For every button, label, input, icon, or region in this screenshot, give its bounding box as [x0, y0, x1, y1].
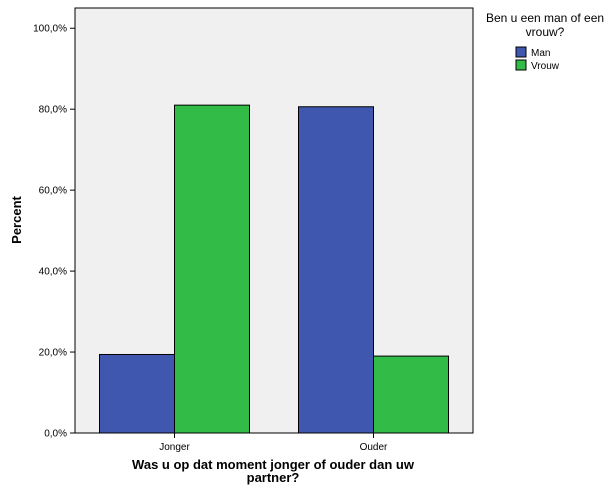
x-axis-title-line-2: partner?	[247, 470, 300, 485]
y-axis: 0,0% 20,0% 40,0% 60,0% 80,0% 100,0%	[33, 24, 75, 440]
legend-label-man: Man	[531, 48, 550, 59]
legend: Ben u een man of een vrouw? Man Vrouw	[486, 11, 604, 72]
legend-items: Man Vrouw	[515, 46, 560, 72]
y-tick-label: 80,0%	[39, 105, 67, 116]
y-tick-label: 100,0%	[33, 24, 67, 35]
bar-vrouw-ouder	[373, 355, 449, 434]
x-tick-label: Ouder	[360, 442, 388, 453]
y-axis-title: Percent	[9, 195, 24, 243]
legend-title-line-2: vrouw?	[526, 25, 565, 39]
y-tick-label: 20,0%	[39, 348, 67, 359]
legend-swatch-man	[515, 46, 527, 58]
bar-man-ouder	[298, 106, 374, 434]
x-axis-title-line-1: Was u op dat moment jonger of ouder dan …	[132, 457, 415, 472]
x-tick-label: Jonger	[159, 442, 190, 453]
legend-label-vrouw: Vrouw	[531, 61, 560, 72]
legend-swatch-vrouw	[515, 59, 527, 71]
y-tick-label: 60,0%	[39, 186, 67, 197]
bar-man-jonger	[99, 353, 175, 434]
bars-layer	[99, 104, 449, 434]
bar-vrouw-jonger	[174, 104, 250, 434]
legend-title-line-1: Ben u een man of een	[486, 11, 604, 25]
y-tick-label: 0,0%	[44, 429, 67, 440]
x-axis: Jonger Ouder	[159, 433, 388, 453]
y-tick-label: 40,0%	[39, 267, 67, 278]
